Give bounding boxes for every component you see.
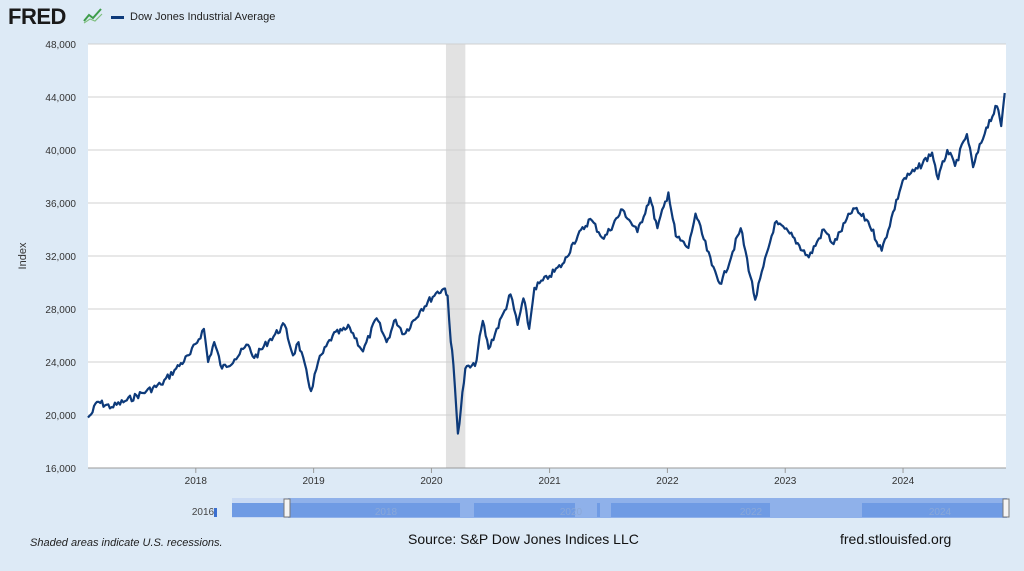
x-tick-label: 2021 [538,476,561,487]
y-tick-label: 40,000 [45,146,76,157]
series-line [87,92,1006,435]
line-chart-icon [83,8,103,24]
y-tick-label: 16,000 [45,464,76,475]
slider-tick-label: 2024 [929,507,952,518]
slider-mini-series [288,503,460,517]
x-tick-label: 2018 [185,476,208,487]
y-tick-label: 20,000 [45,411,76,422]
slider-tick-label: 2022 [740,507,763,518]
y-tick-label: 32,000 [45,252,76,263]
slider-mini-series [597,503,600,517]
slider-tick-label: 2018 [375,507,398,518]
x-tick-label: 2022 [656,476,679,487]
slider-marker [214,508,217,517]
x-tick-label: 2020 [420,476,443,487]
chart: 2018 2019 2020 2021 2022 2023 2024 16,000 20,00… [17,40,1010,518]
y-tick-label: 24,000 [45,358,76,369]
fred-url[interactable]: fred.stlouisfed.org [840,531,952,547]
slider-mini-series [232,503,286,517]
recession-note: Shaded areas indicate U.S. recessions. [30,537,223,549]
legend-swatch [111,15,124,19]
legend-label: Dow Jones Industrial Average [130,11,276,23]
x-tick-label: 2024 [892,476,915,487]
slider-left-handle[interactable] [283,498,291,518]
source-text: Source: S&P Dow Jones Indices LLC [408,531,639,547]
range-slider[interactable]: 2016 2018 2020 2022 2024 [192,498,1010,518]
slider-tick-label: 2016 [192,507,215,518]
y-tick-label: 36,000 [45,199,76,210]
slider-mini-series [474,503,575,517]
y-tick-label: 48,000 [45,40,76,51]
y-tick-label: 28,000 [45,305,76,316]
y-tick-label: 44,000 [45,93,76,104]
chart-legend: Dow Jones Industrial Average [111,11,275,23]
x-tick-label: 2023 [774,476,797,487]
x-tick-label: 2019 [303,476,326,487]
slider-mini-series [611,503,770,517]
slider-mini-series [862,503,1006,517]
y-axis-label: Index [17,242,29,269]
slider-tick-label: 2020 [560,507,583,518]
fred-logo[interactable]: FRED [8,4,66,29]
slider-right-handle[interactable] [1002,498,1010,518]
